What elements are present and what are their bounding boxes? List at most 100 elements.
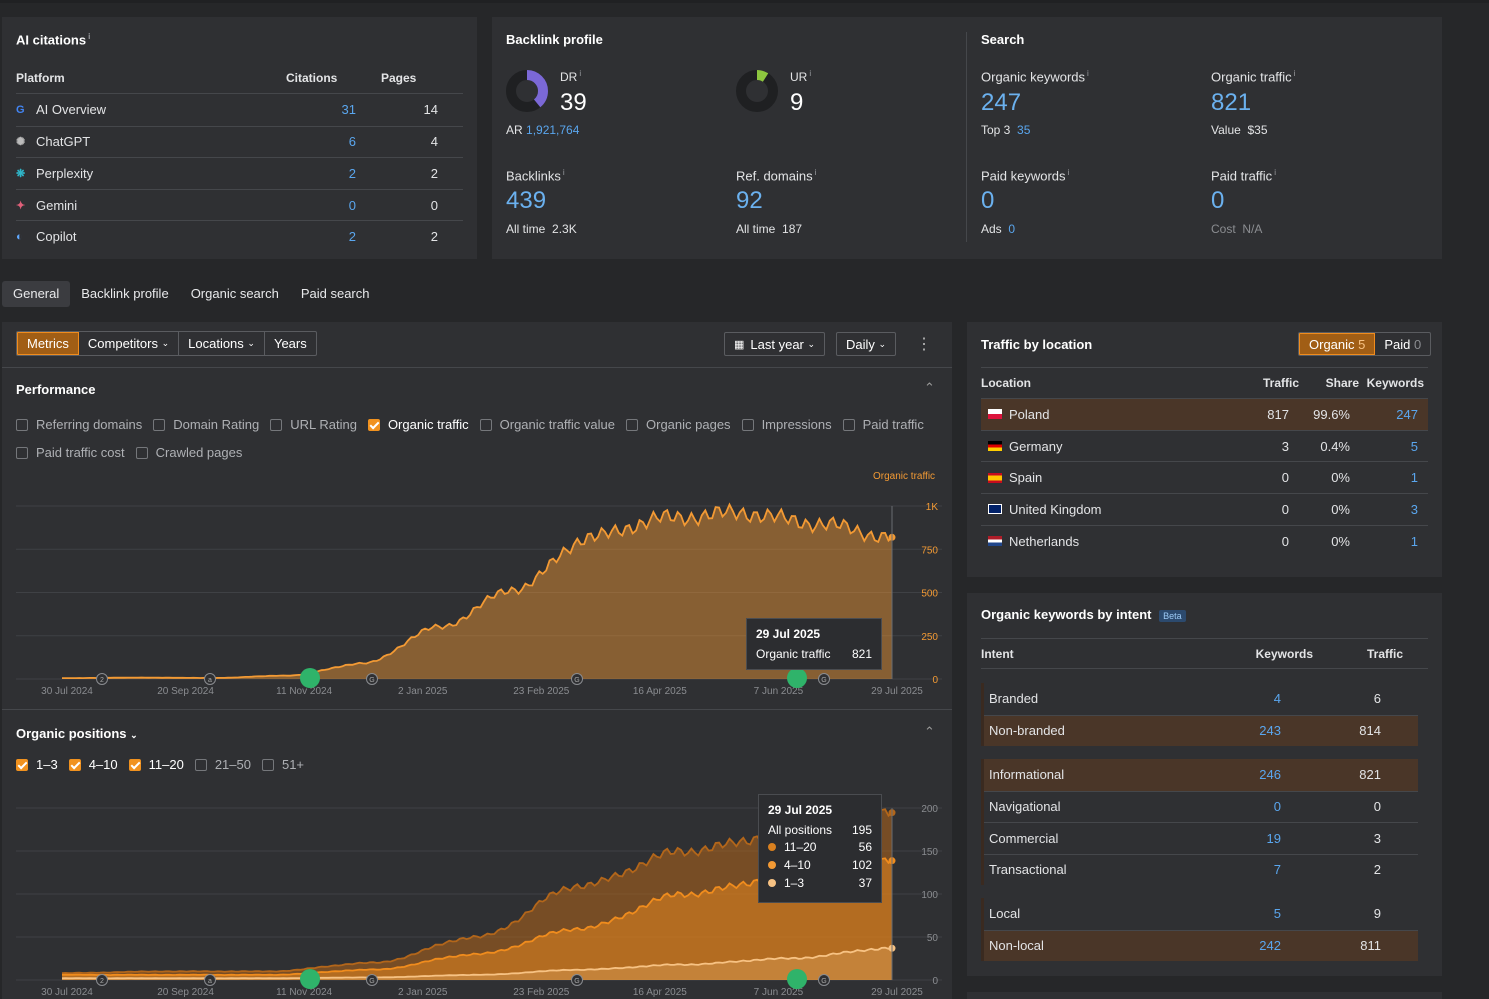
annotation-marker[interactable]	[571, 974, 583, 986]
citations-header-label: Citations	[286, 71, 338, 85]
location-keywords[interactable]: 3	[1410, 501, 1418, 517]
intent-row[interactable]: Branded 4 6	[984, 683, 1418, 715]
paid-keywords-value[interactable]: 0	[981, 187, 995, 214]
x-tick-label: 11 Nov 2024	[276, 686, 332, 697]
checkbox-crawled-pages[interactable]: Crawled pages	[135, 440, 242, 466]
paid-traffic-value[interactable]: 0	[1211, 187, 1225, 214]
location-row[interactable]: Spain 0 0% 1	[981, 461, 1428, 493]
checkbox-1-3[interactable]: 1–3	[16, 752, 58, 778]
intent-keywords[interactable]: 7	[1273, 862, 1281, 878]
checkbox-4-10[interactable]: 4–10	[68, 752, 118, 778]
citations-value[interactable]: 2	[348, 229, 356, 245]
checkbox-paid-traffic-cost[interactable]: Paid traffic cost	[16, 440, 125, 466]
granularity-dropdown[interactable]: Daily ⌄	[836, 332, 897, 356]
intent-keywords[interactable]: 242	[1259, 938, 1281, 954]
checkbox-referring-domains[interactable]: Referring domains	[16, 412, 142, 438]
annotation-marker[interactable]	[366, 673, 378, 685]
checkbox-11-20[interactable]: 11–20	[128, 752, 184, 778]
y-tick-label: 0	[932, 675, 938, 686]
annotation-marker[interactable]	[204, 974, 216, 986]
backlinks-alltime: All time 2.3K	[506, 222, 577, 236]
performance-chart[interactable]: 1K 750 500 250 0 30 Jul 2024 20 Sep 2024 11 Nov…	[2, 482, 952, 702]
refdomains-value[interactable]: 92	[736, 187, 763, 214]
location-row[interactable]: United Kingdom 0 0% 3	[981, 493, 1428, 525]
location-row[interactable]: Germany 3 0.4% 5	[981, 429, 1428, 462]
collapse-icon[interactable]: ⌃	[924, 380, 935, 395]
citations-value[interactable]: 0	[348, 197, 356, 213]
more-options-icon[interactable]: ⋮	[916, 336, 932, 353]
tab-organic-search[interactable]: Organic search	[190, 286, 279, 301]
annotation-marker[interactable]	[366, 974, 378, 986]
checkbox-paid-traffic[interactable]: Paid traffic	[842, 412, 924, 438]
update-marker[interactable]	[300, 668, 320, 688]
period-dropdown[interactable]: ▦ Last year ⌄	[724, 332, 826, 356]
checkbox-51-[interactable]: 51+	[261, 752, 304, 778]
checkbox-icon	[479, 419, 492, 431]
location-row[interactable]: Poland 817 99.6% 247	[981, 398, 1428, 430]
checkbox-domain-rating[interactable]: Domain Rating	[153, 412, 259, 438]
ar-value[interactable]: 1,921,764	[526, 123, 580, 137]
keywords-by-intent-panel: Organic keywords by intent Beta Intent K…	[967, 593, 1442, 976]
annotation-marker[interactable]	[204, 673, 216, 685]
metrics-button[interactable]: Metrics	[17, 332, 79, 355]
dr-label: DR i	[560, 69, 582, 84]
paid-toggle[interactable]: Paid 0	[1384, 336, 1422, 352]
tab-paid-search[interactable]: Paid search	[300, 286, 370, 301]
annotation-marker[interactable]	[96, 974, 108, 986]
locations-dropdown[interactable]: Locations ⌄	[179, 332, 265, 355]
organic-keywords-value[interactable]: 247	[981, 89, 1022, 116]
annotation-marker[interactable]	[571, 673, 583, 685]
intent-row[interactable]: Local 5 9	[984, 898, 1418, 930]
location-keywords[interactable]: 1	[1410, 470, 1418, 486]
checkbox-21-50[interactable]: 21–50	[194, 752, 251, 778]
y-tick-label: 200	[921, 804, 938, 815]
annotation-marker[interactable]	[818, 974, 830, 986]
intent-row[interactable]: Non-branded 243 814	[984, 714, 1418, 746]
annotation-marker[interactable]	[96, 673, 108, 685]
citations-value[interactable]: 31	[341, 102, 356, 118]
update-marker[interactable]	[787, 668, 807, 688]
annotation-marker[interactable]	[818, 673, 830, 685]
location-keywords[interactable]: 5	[1410, 438, 1418, 454]
intent-keywords[interactable]: 0	[1273, 799, 1281, 815]
checkbox-organic-traffic-value[interactable]: Organic traffic value	[479, 412, 615, 438]
competitors-dropdown[interactable]: Competitors ⌄	[79, 332, 180, 355]
intent-keywords[interactable]: 243	[1259, 723, 1281, 739]
intent-row[interactable]: Transactional 7 2	[984, 853, 1418, 886]
checkbox-organic-pages[interactable]: Organic pages	[626, 412, 731, 438]
intent-keywords[interactable]: 246	[1259, 767, 1281, 783]
intent-keywords[interactable]: 5	[1273, 906, 1281, 922]
organic-toggle[interactable]: Organic 5	[1299, 333, 1376, 355]
intent-keywords[interactable]: 19	[1266, 830, 1281, 846]
positions-title[interactable]: Organic positions ⌄	[16, 726, 138, 741]
checkbox-organic-traffic[interactable]: Organic traffic	[367, 412, 469, 438]
citations-value[interactable]: 2	[348, 165, 356, 181]
series-line	[61, 808, 893, 975]
tab-general[interactable]: General	[2, 281, 71, 307]
citations-value[interactable]: 6	[348, 134, 356, 150]
location-keywords[interactable]: 1	[1410, 533, 1418, 549]
tooltip-row: 4–10 102	[768, 858, 872, 872]
update-marker[interactable]	[787, 969, 807, 989]
y-tick-label: 250	[921, 632, 938, 643]
tab-backlink-profile[interactable]: Backlink profile	[81, 286, 169, 301]
collapse-icon[interactable]: ⌃	[924, 724, 935, 739]
intent-row[interactable]: Commercial 19 3	[984, 822, 1418, 854]
intent-row[interactable]: Non-local 242 811	[984, 929, 1418, 961]
checkbox-icon	[367, 419, 380, 431]
location-row[interactable]: Netherlands 0 0% 1	[981, 524, 1428, 557]
intent-row[interactable]: Navigational 0 0	[984, 790, 1418, 823]
flag-icon	[988, 504, 1002, 515]
organic-traffic-value[interactable]: 821	[1211, 89, 1252, 116]
location-keywords[interactable]: 247	[1396, 406, 1418, 422]
platform-cell: ✺ ChatGPT	[16, 134, 286, 149]
checkbox-url-rating[interactable]: URL Rating	[270, 412, 357, 438]
update-marker[interactable]	[300, 969, 320, 989]
checkbox-impressions[interactable]: Impressions	[741, 412, 832, 438]
gemini-icon: ✦	[16, 199, 26, 212]
years-button[interactable]: Years	[273, 336, 307, 351]
intent-row[interactable]: Informational 246 821	[984, 759, 1418, 791]
intent-keywords[interactable]: 4	[1273, 691, 1281, 707]
tooltip-row-value: 102	[851, 858, 872, 872]
backlinks-value[interactable]: 439	[506, 187, 547, 214]
